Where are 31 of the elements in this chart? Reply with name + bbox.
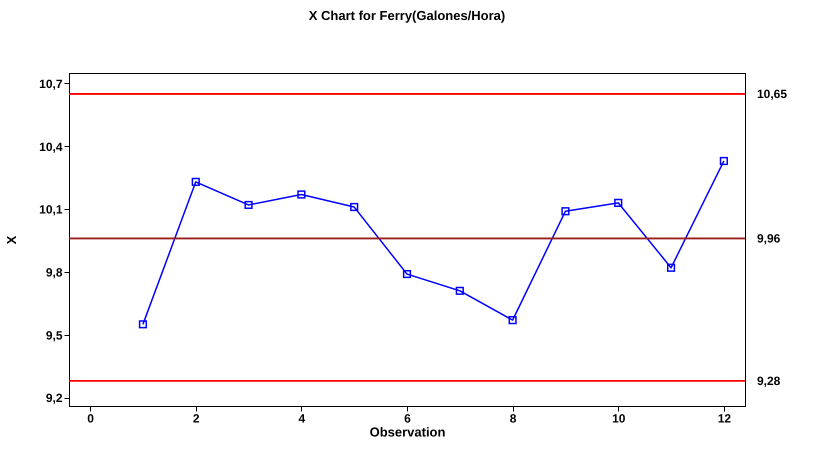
x-tick-label: 10 [612,412,626,426]
point [508,316,517,324]
point [244,200,253,210]
point [720,156,728,166]
x-tick-label: 2 [192,412,200,426]
x-tick-label: 8 [510,412,517,426]
x-tick-label: 0 [87,412,94,426]
point [402,270,412,278]
x-tick-label: 4 [298,412,306,426]
ref-line-label: 9,96 [757,231,781,246]
ref-line-label: 10,65 [757,86,788,101]
x-tick-label: 6 [404,412,412,426]
y-tick-label: 9,5 [46,328,63,342]
point [561,207,570,216]
point [456,286,464,295]
ref-line-label: 9,28 [757,374,781,388]
y-tick-label: 10,1 [39,202,63,217]
y-axis-title: X [4,235,20,244]
x-axis-title: Observation [370,424,446,440]
point [138,320,148,328]
point [614,198,622,207]
point [350,202,358,212]
point [192,178,200,186]
y-tick-label: 10,7 [39,76,63,91]
y-tick-label: 10,4 [39,140,63,154]
x-tick-label: 12 [718,412,732,426]
y-tick-label: 9,2 [46,391,63,406]
point [297,190,306,199]
y-tick-label: 9,8 [46,265,63,280]
chart-title: X Chart for Ferry(Galones/Hora) [308,8,506,23]
point [666,264,676,272]
